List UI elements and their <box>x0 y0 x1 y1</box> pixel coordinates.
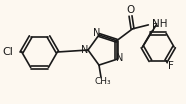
Text: O: O <box>126 5 135 15</box>
Text: Cl: Cl <box>2 47 13 57</box>
Text: NH: NH <box>152 19 168 29</box>
Text: N: N <box>93 28 101 38</box>
Text: N: N <box>116 53 123 63</box>
Text: F: F <box>168 61 174 71</box>
Text: CH₃: CH₃ <box>95 77 111 86</box>
Text: F: F <box>152 23 158 33</box>
Text: N: N <box>81 45 89 55</box>
